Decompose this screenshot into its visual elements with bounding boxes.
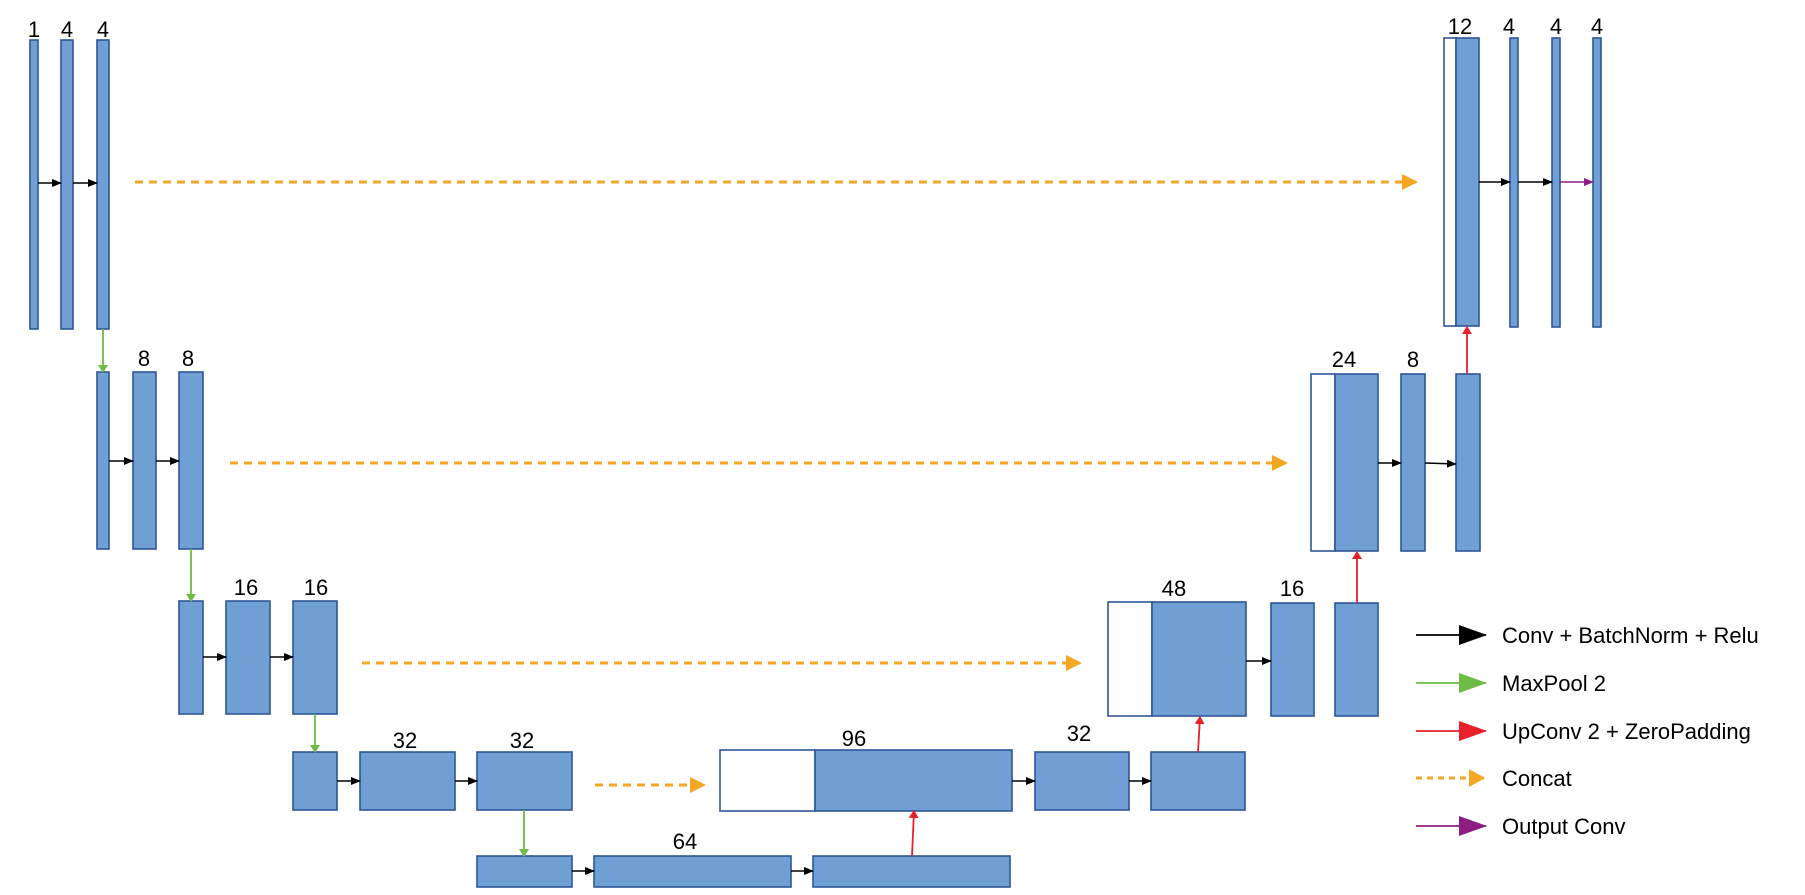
enc1-input-block <box>29 39 39 330</box>
label-enc4-a: 32 <box>393 728 417 753</box>
label-enc3-b: 16 <box>304 575 328 600</box>
dec2-skip-block <box>1310 373 1336 552</box>
label-dec2-cat: 24 <box>1332 347 1356 372</box>
enc3-conv-b-block <box>292 600 338 715</box>
upconv-arrow <box>908 810 919 857</box>
dec1-conv-b-block <box>1551 37 1561 328</box>
label-dec1-b: 4 <box>1550 14 1562 39</box>
dec2-conv-a-block <box>1400 373 1426 552</box>
bottleneck-conv-a-block <box>593 855 792 888</box>
label-enc2-b: 8 <box>182 346 194 371</box>
enc2-conv-b-block <box>178 371 204 550</box>
dec4-skip-block <box>719 749 816 812</box>
label-enc3-a: 16 <box>234 575 258 600</box>
dec2-conv-b-block <box>1455 373 1481 552</box>
legend-maxpool-label: MaxPool 2 <box>1502 671 1606 696</box>
dec1-skip-block <box>1443 37 1457 327</box>
bottleneck-conv-b-block <box>812 855 1011 888</box>
label-dec4-conv: 32 <box>1067 721 1091 746</box>
label-bottleneck: 64 <box>673 829 697 854</box>
label-dec3-conv: 16 <box>1280 576 1304 601</box>
enc1-conv-b-block <box>96 39 110 330</box>
enc4-conv-b-block <box>476 751 573 811</box>
legend-conv-label: Conv + BatchNorm + Relu <box>1502 623 1759 648</box>
label-dec2-conv: 8 <box>1407 347 1419 372</box>
dec1-conv-a-block <box>1509 37 1519 328</box>
enc2-conv-a-block <box>132 371 157 550</box>
output-block <box>1592 37 1602 328</box>
label-enc2-a: 8 <box>138 346 150 371</box>
dec3-up-block <box>1151 601 1247 717</box>
dec4-conv-b-block <box>1150 751 1246 811</box>
enc3-pool-block <box>178 600 204 715</box>
legend: Conv + BatchNorm + Relu MaxPool 2 UpConv… <box>1416 623 1759 839</box>
legend-upconv-label: UpConv 2 + ZeroPadding <box>1502 719 1751 744</box>
dec1-up-block <box>1455 37 1480 327</box>
dec3-skip-block <box>1107 601 1153 717</box>
label-enc1-in: 1 <box>28 17 40 42</box>
enc4-pool-block <box>292 751 338 811</box>
label-dec1-cat: 12 <box>1448 14 1472 39</box>
bottleneck-pool-block <box>476 855 573 888</box>
label-enc1-b: 4 <box>97 17 109 42</box>
dec4-up-block <box>814 749 1013 812</box>
label-dec4-cat: 96 <box>842 726 866 751</box>
legend-output-label: Output Conv <box>1502 814 1626 839</box>
enc2-pool-block <box>96 371 110 550</box>
enc1-conv-a-block <box>60 39 74 330</box>
upconv-arrow <box>1194 716 1205 753</box>
label-dec3-cat: 48 <box>1162 576 1186 601</box>
enc3-conv-a-block <box>225 600 271 715</box>
label-enc1-a: 4 <box>61 17 73 42</box>
dec3-conv-b-block <box>1334 602 1379 717</box>
label-enc4-b: 32 <box>510 728 534 753</box>
label-out: 4 <box>1591 14 1603 39</box>
dec4-conv-a-block <box>1034 751 1130 811</box>
legend-concat-label: Concat <box>1502 766 1572 791</box>
conv-arrow <box>1424 459 1457 468</box>
dec3-conv-a-block <box>1270 602 1315 717</box>
dec2-up-block <box>1334 373 1379 552</box>
enc4-conv-a-block <box>359 751 456 811</box>
label-dec1-a: 4 <box>1503 14 1515 39</box>
